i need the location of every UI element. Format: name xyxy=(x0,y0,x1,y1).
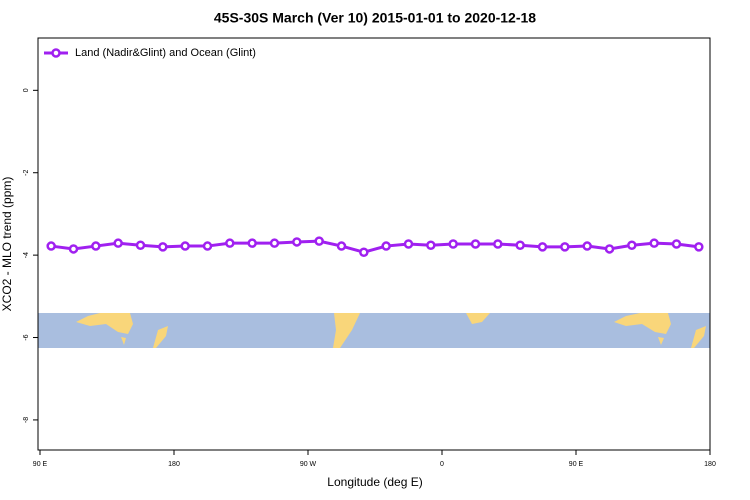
data-point xyxy=(582,241,592,251)
y-tick-label: -4 xyxy=(23,252,30,258)
data-point xyxy=(694,242,704,252)
data-point xyxy=(225,238,235,248)
data-point xyxy=(113,238,123,248)
data-point xyxy=(649,238,659,248)
legend-label: Land (Nadir&Glint) and Ocean (Glint) xyxy=(75,47,256,59)
y-axis-label: XCO2 - MLO trend (ppm) xyxy=(0,177,14,312)
x-axis-label: Longitude (deg E) xyxy=(327,475,422,489)
legend-marker xyxy=(51,48,61,58)
data-point xyxy=(91,241,101,251)
data-point xyxy=(269,238,280,248)
x-tick-label: 0 xyxy=(440,461,444,468)
data-point xyxy=(336,241,347,251)
data-point xyxy=(158,242,168,252)
x-tick-label: 90 E xyxy=(569,461,584,468)
map-strip xyxy=(38,313,710,348)
series-line xyxy=(50,239,700,254)
data-point xyxy=(202,241,213,251)
plot-frame xyxy=(37,37,711,451)
data-point xyxy=(448,239,458,249)
data-point xyxy=(135,240,146,250)
chart-title: 45S-30S March (Ver 10) 2015-01-01 to 202… xyxy=(214,10,536,26)
data-point xyxy=(560,242,570,252)
y-tick-label: 0 xyxy=(23,88,30,92)
x-tick-label: 180 xyxy=(168,461,180,468)
data-point xyxy=(470,239,481,249)
y-tick-label: -8 xyxy=(23,417,30,423)
data-point xyxy=(604,244,615,254)
data-point xyxy=(292,237,302,247)
data-point xyxy=(180,241,190,251)
y-tick-label: -2 xyxy=(23,170,30,176)
data-point xyxy=(627,240,637,250)
data-point xyxy=(247,238,257,248)
data-point xyxy=(426,240,436,250)
data-point xyxy=(381,241,391,251)
data-point xyxy=(671,239,682,249)
y-tick-label: -6 xyxy=(23,334,30,340)
data-point xyxy=(46,241,56,251)
data-point xyxy=(403,239,414,249)
data-point xyxy=(515,240,525,250)
data-point xyxy=(493,239,503,249)
x-tick-label: 90 E xyxy=(33,461,48,468)
data-point xyxy=(314,236,324,246)
x-tick-label: 180 xyxy=(704,461,716,468)
data-point xyxy=(537,242,548,252)
data-point xyxy=(359,247,369,257)
x-tick-label: 90 W xyxy=(300,461,317,468)
data-point xyxy=(68,244,79,254)
